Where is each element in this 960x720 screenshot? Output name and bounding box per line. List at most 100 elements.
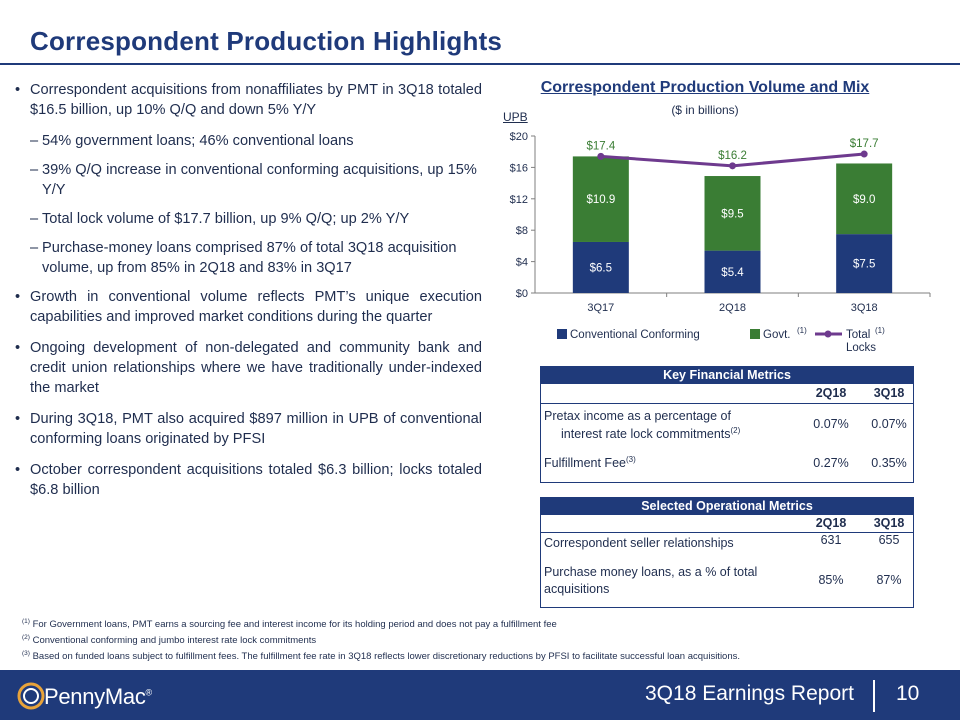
page-number: 10 [896,682,920,705]
data-label-government: $9.5 [721,208,743,220]
brand-name: PennyMac® [44,684,152,710]
sub-bullet-lock-volume: Total lock volume of $17.7 billion, up 9… [12,209,482,229]
data-label-government: $10.9 [586,194,615,206]
legend-footnote-total-locks: (1) [875,326,885,335]
point-total-locks [729,162,736,170]
value-2q18: 0.27% [813,456,849,470]
data-label-conventional: $6.5 [590,262,612,274]
highlights-list: Correspondent acquisitions from nonaffil… [12,80,482,511]
table-row: Pretax income as a percentage of interes… [541,404,913,448]
column-header-3q18: 3Q18 [873,386,905,400]
footnote-text: Conventional conforming and jumbo intere… [32,635,317,646]
point-total-locks [860,150,868,158]
bar-conventional-conforming [836,234,893,293]
x-tick-label: 2Q18 [719,302,746,314]
x-tick-label: 3Q17 [587,302,614,314]
sub-bullet-loan-mix: 54% government loans; 46% conventional l… [12,131,482,151]
sub-bullet-conventional-increase: 39% Q/Q increase in conventional conform… [12,160,482,200]
chart-subtitle: ($ in billions) [671,103,739,117]
table-row: Fulfillment Fee(3) 0.27% 0.35% [541,448,913,480]
footnote-3: (3) Based on funded loans subject to ful… [22,649,740,665]
row-label: Fulfillment Fee(3) [544,454,636,470]
y-tick-label: $0 [516,288,528,300]
footnote-1: (1) For Government loans, PMT earns a so… [22,617,740,633]
table-row: Purchase money loans, as a % of total ac… [541,559,913,605]
value-3q18: 655 [878,533,900,547]
value-3q18: 87% [876,573,902,587]
brand-text: PennyMac [44,684,146,709]
y-tick-label: $20 [510,131,528,143]
row-label-text: Fulfillment Fee [544,456,626,470]
sub-bullet-purchase-money: Purchase-money loans comprised 87% of to… [12,238,482,278]
bar-government [836,163,893,235]
bullet-pfsi-acquisition: During 3Q18, PMT also acquired $897 mill… [12,409,482,449]
footnote-mark: (2) [22,633,30,641]
value-3q18: 0.07% [871,417,907,431]
chart-y-axis-label: UPB [503,110,528,124]
x-tick-label: 3Q18 [851,302,878,314]
value-3q18: 0.35% [871,456,907,470]
data-label-total-locks: $17.4 [586,140,615,152]
footnote-mark: (3) [22,649,30,657]
column-header-2q18: 2Q18 [815,386,847,400]
production-volume-chart: $0 $4 $8 $12 $16 $20 $6.5 $10.9 3Q17 $5.4 $9.5 2Q18… [510,131,931,354]
row-label-cont: interest rate lock commitments [561,427,731,441]
bar-government [572,156,629,242]
footer-divider [873,680,875,712]
row-label: interest rate lock commitments(2) [561,425,741,441]
value-2q18: 85% [818,573,844,587]
page-title: Correspondent Production Highlights [30,26,503,56]
footnotes: (1) For Government loans, PMT earns a so… [22,617,740,665]
bullet-development: Ongoing development of non-delegated and… [12,338,482,398]
value-2q18: 0.07% [813,417,849,431]
point-total-locks [597,152,605,160]
legend-label-total-locks-cont: Locks [846,342,876,354]
data-label-total-locks: $16.2 [718,150,747,162]
legend-label-total-locks: Total [846,329,870,341]
pennymac-logo-icon [17,682,45,710]
legend-swatch-government [750,329,760,339]
registered-mark: ® [145,687,153,698]
table-column-headers: 2Q18 3Q18 [541,515,913,533]
row-label-cont: acquisitions [544,582,610,596]
footnote-ref: (3) [625,454,636,464]
bullet-acquisitions: Correspondent acquisitions from nonaffil… [12,80,482,120]
table-row: Correspondent seller relationships 631 6… [541,533,913,559]
footnote-text: For Government loans, PMT earns a sourci… [32,619,557,630]
row-label: Purchase money loans, as a % of total [544,565,758,579]
legend-label-conventional: Conventional Conforming [570,329,700,341]
footnote-2: (2) Conventional conforming and jumbo in… [22,633,740,649]
report-label: 3Q18 Earnings Report [645,682,854,705]
y-tick-label: $12 [510,194,528,206]
bullet-growth: Growth in conventional volume reflects P… [12,287,482,327]
bar-conventional-conforming [572,241,629,293]
chart-title: Correspondent Production Volume and Mix [540,79,870,96]
bar-government [704,176,761,251]
y-tick-label: $8 [516,225,528,237]
legend-footnote-government: (1) [797,326,807,335]
table-column-headers: 2Q18 3Q18 [541,384,913,404]
row-label: Pretax income as a percentage of [544,409,731,423]
column-header-2q18: 2Q18 [815,516,847,530]
title-divider [0,63,960,65]
data-label-conventional: $7.5 [853,259,875,271]
y-tick-label: $16 [510,162,528,174]
bar-conventional-conforming [704,250,761,293]
y-tick-label: $4 [516,257,528,269]
bullet-october: October correspondent acquisitions total… [12,460,482,500]
row-label: Correspondent seller relationships [544,536,734,550]
legend-marker-total-locks [824,330,832,338]
data-label-government: $9.0 [853,194,875,206]
legend-label-government: Govt. [763,329,790,341]
key-financial-metrics-table: Key Financial Metrics 2Q18 3Q18 Pretax i… [540,366,914,483]
column-header-3q18: 3Q18 [873,516,905,530]
data-label-total-locks: $17.7 [850,138,879,150]
key-financial-metrics-header: Key Financial Metrics [541,367,913,384]
legend-swatch-conventional [557,329,567,339]
footnote-text: Based on funded loans subject to fulfill… [32,651,741,662]
footnote-ref: (2) [730,425,741,435]
footer-bar: PennyMac® 3Q18 Earnings Report 10 [0,670,960,720]
footnote-mark: (1) [22,617,30,625]
operational-metrics-header: Selected Operational Metrics [541,498,913,515]
data-label-conventional: $5.4 [721,267,744,279]
